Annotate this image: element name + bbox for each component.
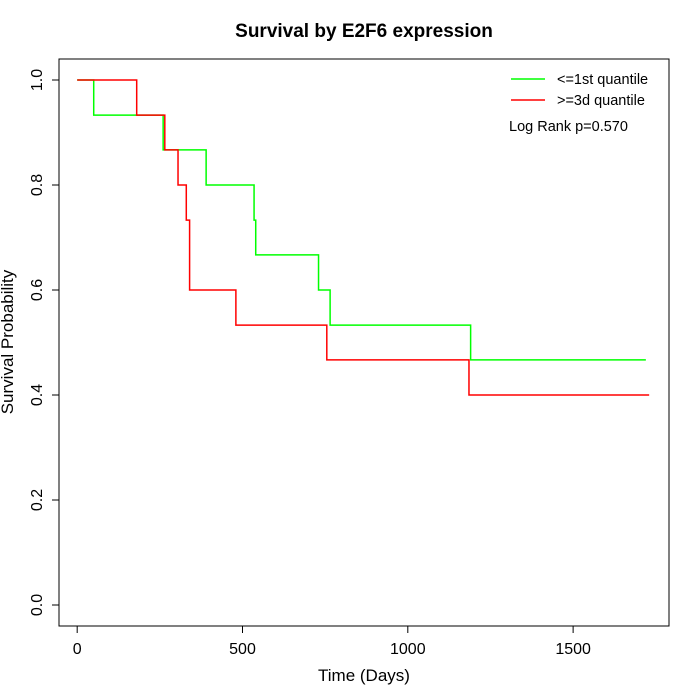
y-tick-label: 0.0 — [29, 594, 46, 616]
x-tick-label: 0 — [73, 641, 82, 658]
x-tick-label: 1000 — [390, 641, 426, 658]
y-tick-label: 1.0 — [29, 69, 46, 91]
y-axis-label: Survival Probability — [0, 269, 17, 414]
chart-title: Survival by E2F6 expression — [235, 21, 493, 42]
legend: <=1st quantile >=3d quantile — [511, 72, 648, 109]
log-rank-annotation: Log Rank p=0.570 — [509, 119, 628, 135]
y-tick-label: 0.8 — [29, 174, 46, 196]
y-tick-label: 0.6 — [29, 279, 46, 301]
survival-curve-2 — [77, 79, 650, 396]
y-tick-label: 0.2 — [29, 489, 46, 511]
legend-label: <=1st quantile — [557, 72, 648, 88]
legend-label: >=3d quantile — [557, 93, 645, 109]
y-axis: 0.0 0.2 0.4 0.6 0.8 1.0 — [29, 69, 60, 616]
x-axis: 0 500 1000 1500 — [73, 625, 591, 658]
x-axis-label: Time (Days) — [318, 666, 410, 685]
x-tick-label: 500 — [229, 641, 256, 658]
x-tick-label: 1500 — [555, 641, 591, 658]
series-layer — [77, 79, 650, 396]
y-tick-label: 0.4 — [29, 384, 46, 406]
